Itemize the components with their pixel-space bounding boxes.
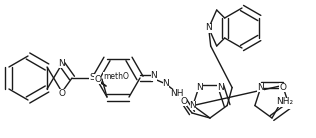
Text: N: N (59, 59, 65, 67)
Text: N: N (287, 100, 294, 109)
Text: NH: NH (170, 88, 184, 98)
Text: N: N (151, 71, 157, 80)
Text: N: N (196, 83, 203, 92)
Text: O: O (279, 83, 286, 92)
Text: N: N (163, 79, 169, 88)
Text: O: O (94, 75, 101, 83)
Text: O: O (180, 96, 187, 105)
Text: N: N (205, 23, 212, 33)
Text: N: N (190, 101, 196, 110)
Text: O: O (58, 88, 65, 98)
Text: methO: methO (103, 71, 129, 81)
Text: S: S (89, 74, 95, 83)
Text: N: N (217, 83, 224, 92)
Text: NH₂: NH₂ (276, 98, 294, 107)
Text: N: N (257, 83, 264, 92)
